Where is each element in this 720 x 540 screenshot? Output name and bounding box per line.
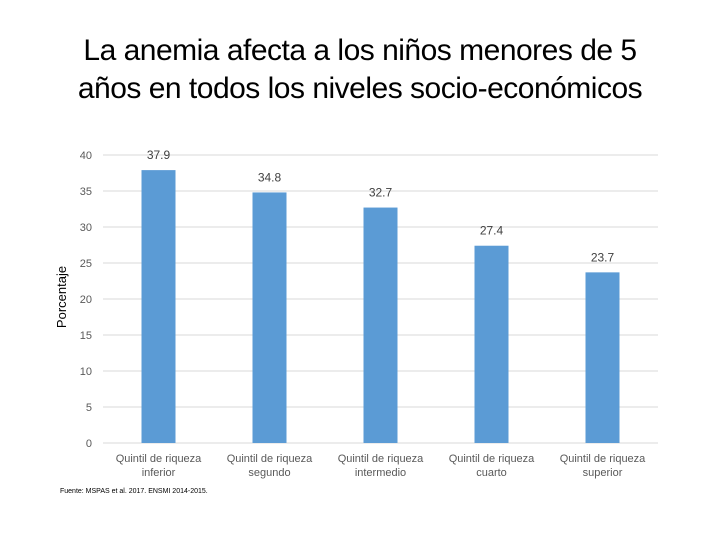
y-tick-label: 0	[86, 438, 92, 450]
source-note: Fuente: MSPAS et al. 2017. ENSMI 2014-20…	[60, 488, 208, 495]
y-tick-label: 5	[86, 402, 92, 414]
bar	[363, 207, 398, 443]
y-tick-label: 35	[80, 186, 92, 198]
bar	[474, 245, 509, 443]
x-category-label: Quintil de riqueza superior	[560, 453, 646, 479]
data-label: 32.7	[369, 186, 393, 200]
bar	[252, 192, 287, 443]
y-axis-label: Porcentaje	[54, 266, 69, 328]
y-tick-label: 20	[80, 294, 92, 306]
bars	[141, 170, 620, 443]
x-category-label: Quintil de riqueza segundo	[227, 453, 313, 479]
x-axis-categories: Quintil de riqueza inferior Quintil de riq…	[116, 453, 646, 479]
data-label: 34.8	[258, 170, 282, 184]
data-label: 23.7	[591, 250, 615, 264]
y-tick-label: 30	[80, 222, 92, 234]
y-tick-label: 10	[80, 366, 92, 378]
x-category-label: Quintil de riqueza inferior	[116, 453, 202, 479]
data-label: 27.4	[480, 224, 504, 238]
y-tick-label: 40	[80, 150, 92, 162]
bar	[141, 170, 176, 443]
y-tick-label: 25	[80, 258, 92, 270]
data-labels: 37.9 34.8 32.7 27.4 23.7	[147, 148, 615, 264]
x-category-label: Quintil de riqueza intermedio	[338, 453, 424, 479]
x-category-label: Quintil de riqueza cuarto	[449, 453, 535, 479]
y-axis-ticks: 0 5 10 15 20 25 30 35 40	[80, 150, 92, 450]
data-label: 37.9	[147, 148, 171, 162]
title-line-1: La anemia afecta a los niños menores de …	[83, 34, 637, 67]
bar	[585, 272, 620, 443]
slide-title: La anemia afecta a los niños menores de …	[40, 32, 680, 108]
title-line-2: años en todos los niveles socio-económic…	[77, 72, 643, 105]
y-tick-label: 15	[80, 330, 92, 342]
